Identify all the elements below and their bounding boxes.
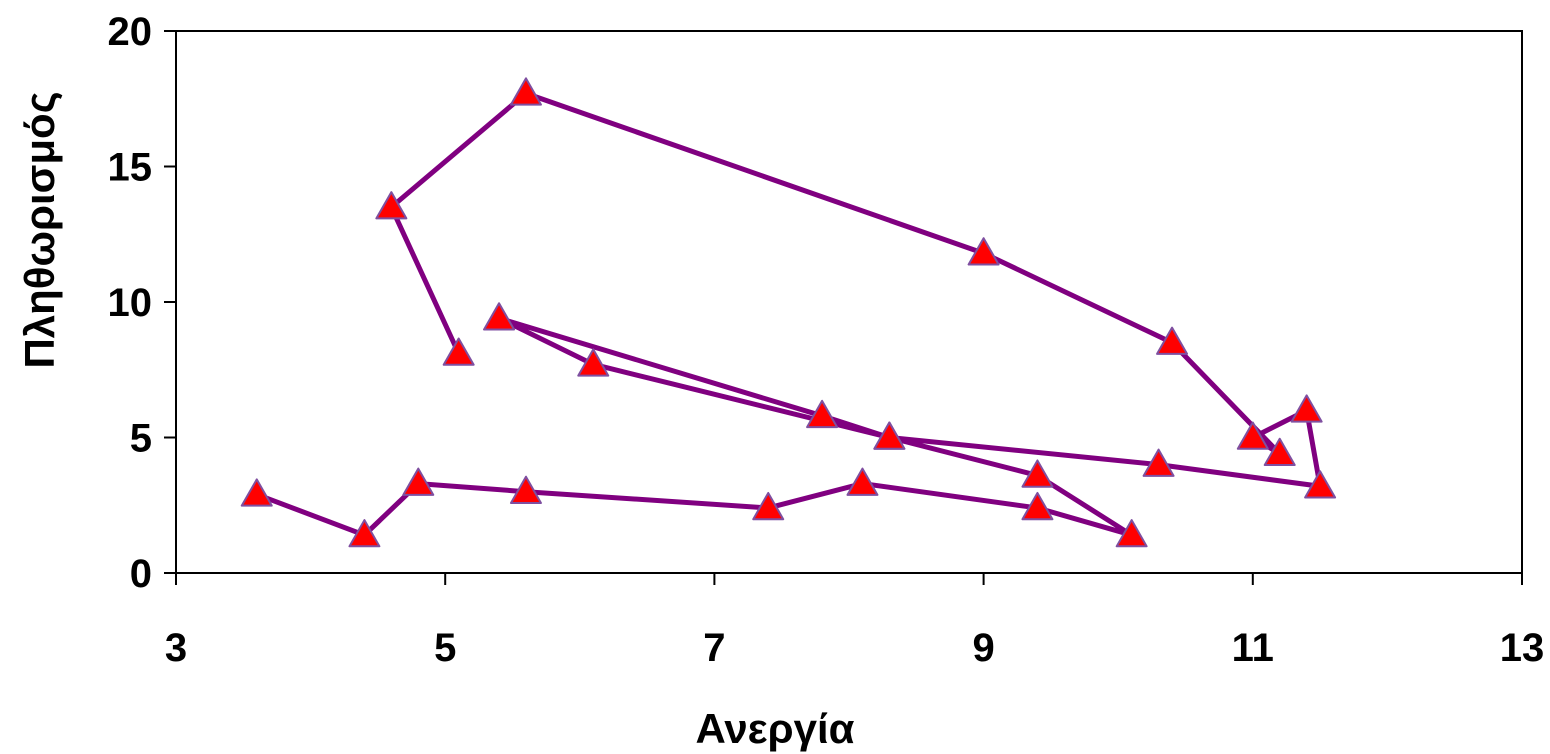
data-point-marker: [1263, 437, 1296, 467]
series-layer: [254, 90, 1323, 538]
data-point-marker: [752, 491, 785, 521]
data-point-marker: [1021, 459, 1054, 488]
data-point-marker: [1156, 326, 1189, 355]
x-tick-label: 13: [1500, 626, 1545, 670]
axes: 3 5 7 9 11 13 0 5 10 15 20: [108, 10, 1545, 670]
data-point-marker: [509, 475, 542, 504]
data-point-marker: [967, 237, 1000, 266]
data-point-marker: [509, 77, 542, 106]
data-point-marker: [1236, 421, 1269, 450]
data-point-marker: [1304, 470, 1337, 499]
data-point-marker: [1115, 519, 1148, 548]
x-tick-label: 3: [165, 626, 187, 670]
data-point-marker: [846, 467, 879, 496]
x-tick-label: 5: [434, 626, 456, 670]
data-point-marker: [806, 399, 839, 429]
y-tick-label: 10: [108, 281, 153, 325]
data-point-marker: [1290, 394, 1323, 423]
y-tick-label: 15: [108, 146, 153, 190]
data-point-marker: [402, 467, 435, 496]
y-tick-label: 5: [130, 417, 152, 461]
markers-layer: [240, 77, 1337, 548]
y-axis-title: Πληθωρισμός: [16, 91, 63, 368]
y-tick-label: 0: [130, 552, 152, 596]
data-point-marker: [577, 348, 610, 377]
x-tick-label: 7: [703, 626, 725, 670]
x-axis-title: Ανεργία: [696, 705, 855, 752]
data-point-marker: [375, 191, 408, 220]
series-line: [254, 90, 1323, 538]
data-point-marker: [1142, 448, 1175, 477]
data-point-marker: [240, 478, 273, 507]
data-point-marker: [483, 302, 516, 331]
data-point-marker: [442, 337, 475, 366]
data-point-marker: [348, 519, 381, 548]
data-point-marker: [873, 421, 906, 450]
data-point-marker: [1021, 491, 1054, 521]
x-tick-label: 9: [972, 626, 994, 670]
x-tick-label: 11: [1232, 626, 1274, 670]
y-tick-label: 20: [108, 10, 153, 54]
